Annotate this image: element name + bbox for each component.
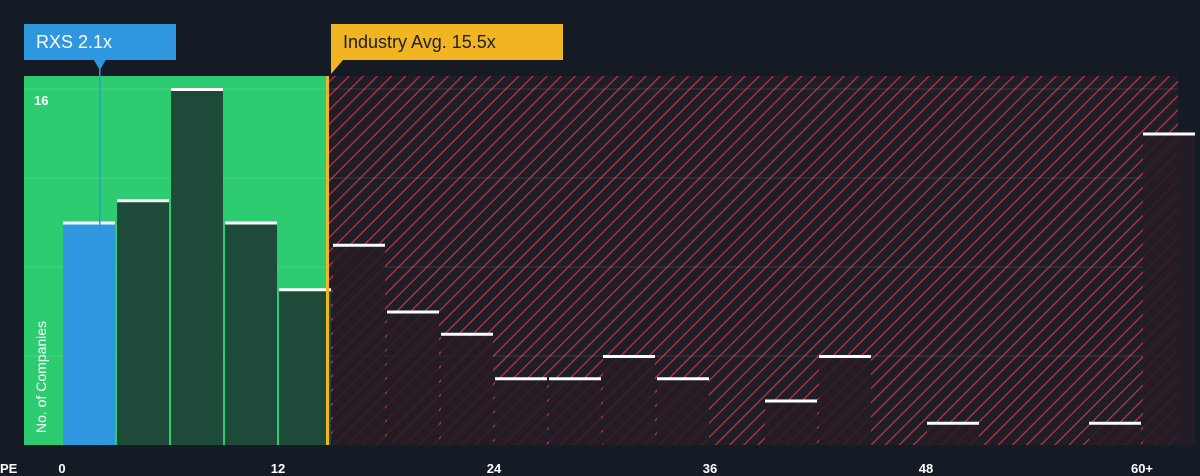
histogram-bar xyxy=(495,378,547,445)
histogram-bar xyxy=(441,333,493,445)
histogram-bar xyxy=(171,89,223,445)
bar-top-line xyxy=(1143,132,1195,136)
histogram-bar xyxy=(63,222,115,445)
x-tick-label: 0 xyxy=(58,461,65,476)
histogram-bar xyxy=(927,422,979,445)
x-tick-label: 36 xyxy=(703,461,717,476)
histogram-bar xyxy=(1089,422,1141,445)
histogram-bar xyxy=(117,200,169,445)
histogram-bar xyxy=(333,244,385,445)
industry-callout-pointer xyxy=(331,60,343,74)
y-axis-title: No. of Companies xyxy=(33,321,49,433)
x-tick-label: 60+ xyxy=(1131,461,1153,476)
bar-top-line xyxy=(549,377,601,381)
bar-top-line xyxy=(387,310,439,314)
histogram-bar xyxy=(549,378,601,445)
bar-top-line xyxy=(117,199,169,203)
histogram-bar xyxy=(819,356,871,445)
bar-top-line xyxy=(171,88,223,91)
bar-top-line xyxy=(225,221,277,225)
bar-top-line xyxy=(441,332,493,336)
bar-top-line xyxy=(333,243,385,247)
y-tick-label: 16 xyxy=(34,93,48,108)
bar-top-line xyxy=(765,399,817,403)
x-tick-label: 12 xyxy=(271,461,285,476)
x-axis-title: PE xyxy=(0,461,18,476)
industry-callout xyxy=(331,24,563,60)
bar-top-line xyxy=(63,221,115,225)
industry-callout-label: Industry Avg. 15.5x xyxy=(343,32,496,52)
bar-top-line xyxy=(657,377,709,381)
histogram-bar xyxy=(765,400,817,445)
x-tick-label: 48 xyxy=(919,461,933,476)
histogram-bar xyxy=(387,311,439,445)
bar-top-line xyxy=(603,355,655,358)
bar-top-line xyxy=(819,355,871,358)
bar-top-line xyxy=(1089,421,1141,425)
x-tick-label: 24 xyxy=(487,461,502,476)
histogram-bar xyxy=(225,222,277,445)
histogram-bar xyxy=(657,378,709,445)
histogram-bar xyxy=(1143,133,1195,445)
company-callout xyxy=(24,24,176,60)
industry-marker-line xyxy=(326,76,329,445)
company-callout-pointer xyxy=(93,60,106,70)
bar-top-line xyxy=(927,421,979,425)
histogram-bar xyxy=(279,289,331,445)
company-callout-label: RXS 2.1x xyxy=(36,32,112,52)
histogram-bar xyxy=(603,356,655,445)
bar-top-line xyxy=(495,377,547,381)
bar-top-line xyxy=(279,288,331,292)
